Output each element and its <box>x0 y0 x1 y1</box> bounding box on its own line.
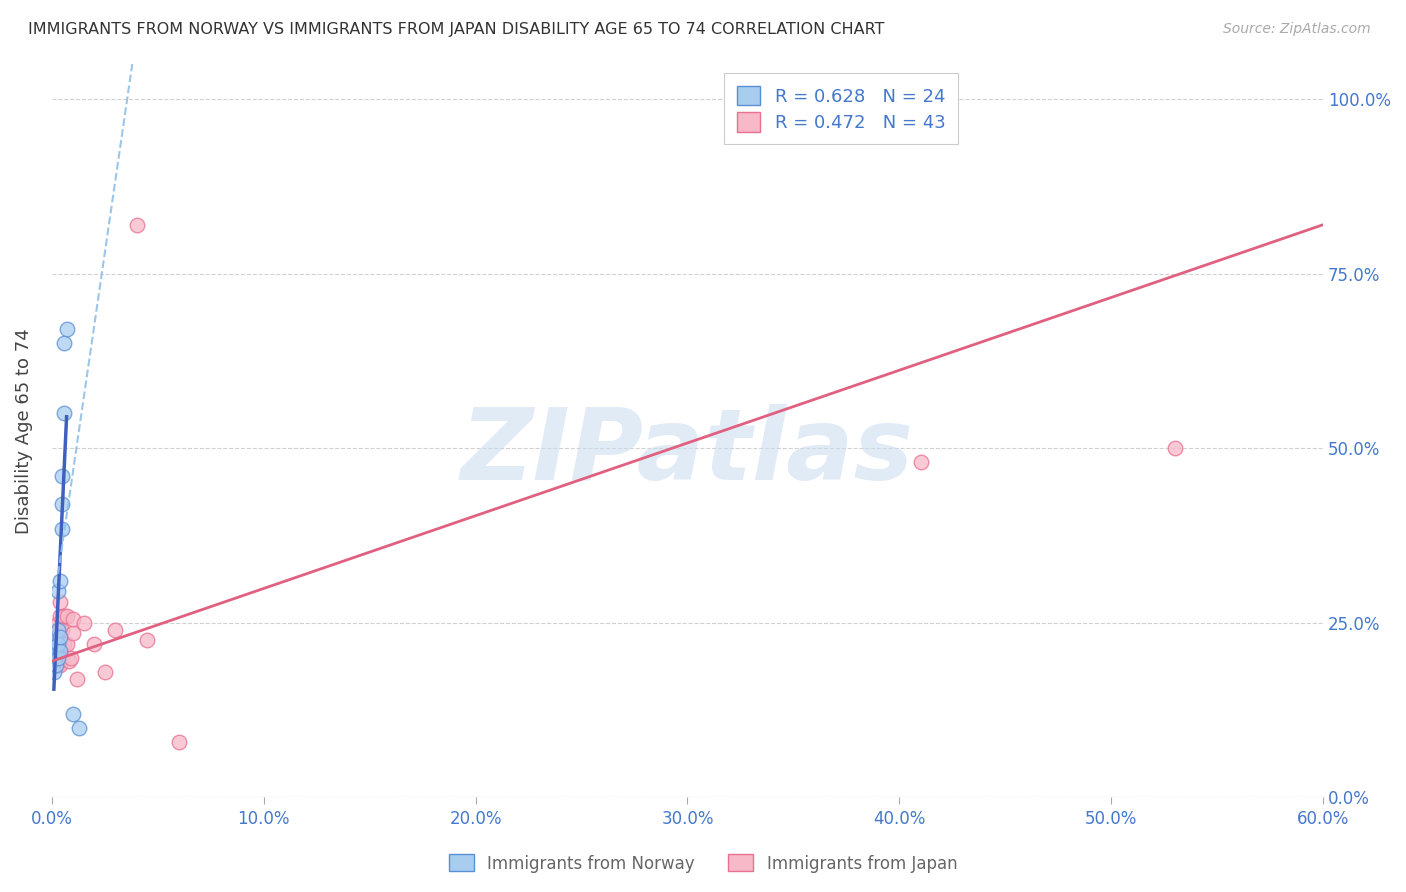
Text: ZIPatlas: ZIPatlas <box>461 404 914 501</box>
Point <box>49 644 72 658</box>
Point <box>41 640 63 655</box>
Point <box>45 650 67 665</box>
Point <box>51 469 73 483</box>
Point <box>59 650 82 665</box>
Point <box>51 522 73 536</box>
Point <box>46 630 69 644</box>
Point <box>93 665 115 679</box>
Point <box>45 657 67 672</box>
Point <box>42 665 65 679</box>
Y-axis label: Disability Age 65 to 74: Disability Age 65 to 74 <box>15 328 32 533</box>
Legend: R = 0.628   N = 24, R = 0.472   N = 43: R = 0.628 N = 24, R = 0.472 N = 43 <box>724 73 957 145</box>
Point <box>45 637 67 651</box>
Point <box>46 584 69 599</box>
Point <box>49 595 72 609</box>
Point <box>51 650 73 665</box>
Point <box>49 574 72 588</box>
Point <box>46 657 69 672</box>
Text: IMMIGRANTS FROM NORWAY VS IMMIGRANTS FROM JAPAN DISABILITY AGE 65 TO 74 CORRELAT: IMMIGRANTS FROM NORWAY VS IMMIGRANTS FRO… <box>28 22 884 37</box>
Point <box>53 637 76 651</box>
Point <box>41 647 63 661</box>
Point <box>83 637 105 651</box>
Point <box>41 647 63 661</box>
Point <box>62 706 84 721</box>
Point <box>42 650 65 665</box>
Point <box>45 644 67 658</box>
Point <box>49 657 72 672</box>
Point <box>51 637 73 651</box>
Point <box>45 630 67 644</box>
Point <box>53 406 76 420</box>
Point <box>1164 441 1187 455</box>
Point <box>45 657 67 672</box>
Legend: Immigrants from Norway, Immigrants from Japan: Immigrants from Norway, Immigrants from … <box>443 847 963 880</box>
Point <box>51 623 73 637</box>
Text: Source: ZipAtlas.com: Source: ZipAtlas.com <box>1223 22 1371 37</box>
Point <box>62 612 84 626</box>
Point <box>42 647 65 661</box>
Point <box>42 640 65 655</box>
Point <box>42 637 65 651</box>
Point <box>41 640 63 655</box>
Point <box>910 455 932 469</box>
Point <box>51 497 73 511</box>
Point <box>53 336 76 351</box>
Point <box>49 608 72 623</box>
Point <box>42 633 65 648</box>
Point <box>46 644 69 658</box>
Point <box>167 734 190 748</box>
Point <box>46 623 69 637</box>
Point <box>67 721 90 735</box>
Point <box>58 654 80 668</box>
Point <box>46 615 69 630</box>
Point <box>55 322 77 336</box>
Point <box>41 654 63 668</box>
Point <box>66 672 89 686</box>
Point <box>62 626 84 640</box>
Point <box>72 615 94 630</box>
Point <box>46 650 69 665</box>
Point <box>45 644 67 658</box>
Point <box>136 633 159 648</box>
Point <box>55 637 77 651</box>
Point <box>46 637 69 651</box>
Point <box>49 637 72 651</box>
Point <box>55 608 77 623</box>
Point <box>49 630 72 644</box>
Point <box>53 608 76 623</box>
Point <box>41 633 63 648</box>
Point <box>41 654 63 668</box>
Point <box>104 623 127 637</box>
Point <box>45 630 67 644</box>
Point <box>42 654 65 668</box>
Point <box>125 218 148 232</box>
Point <box>49 623 72 637</box>
